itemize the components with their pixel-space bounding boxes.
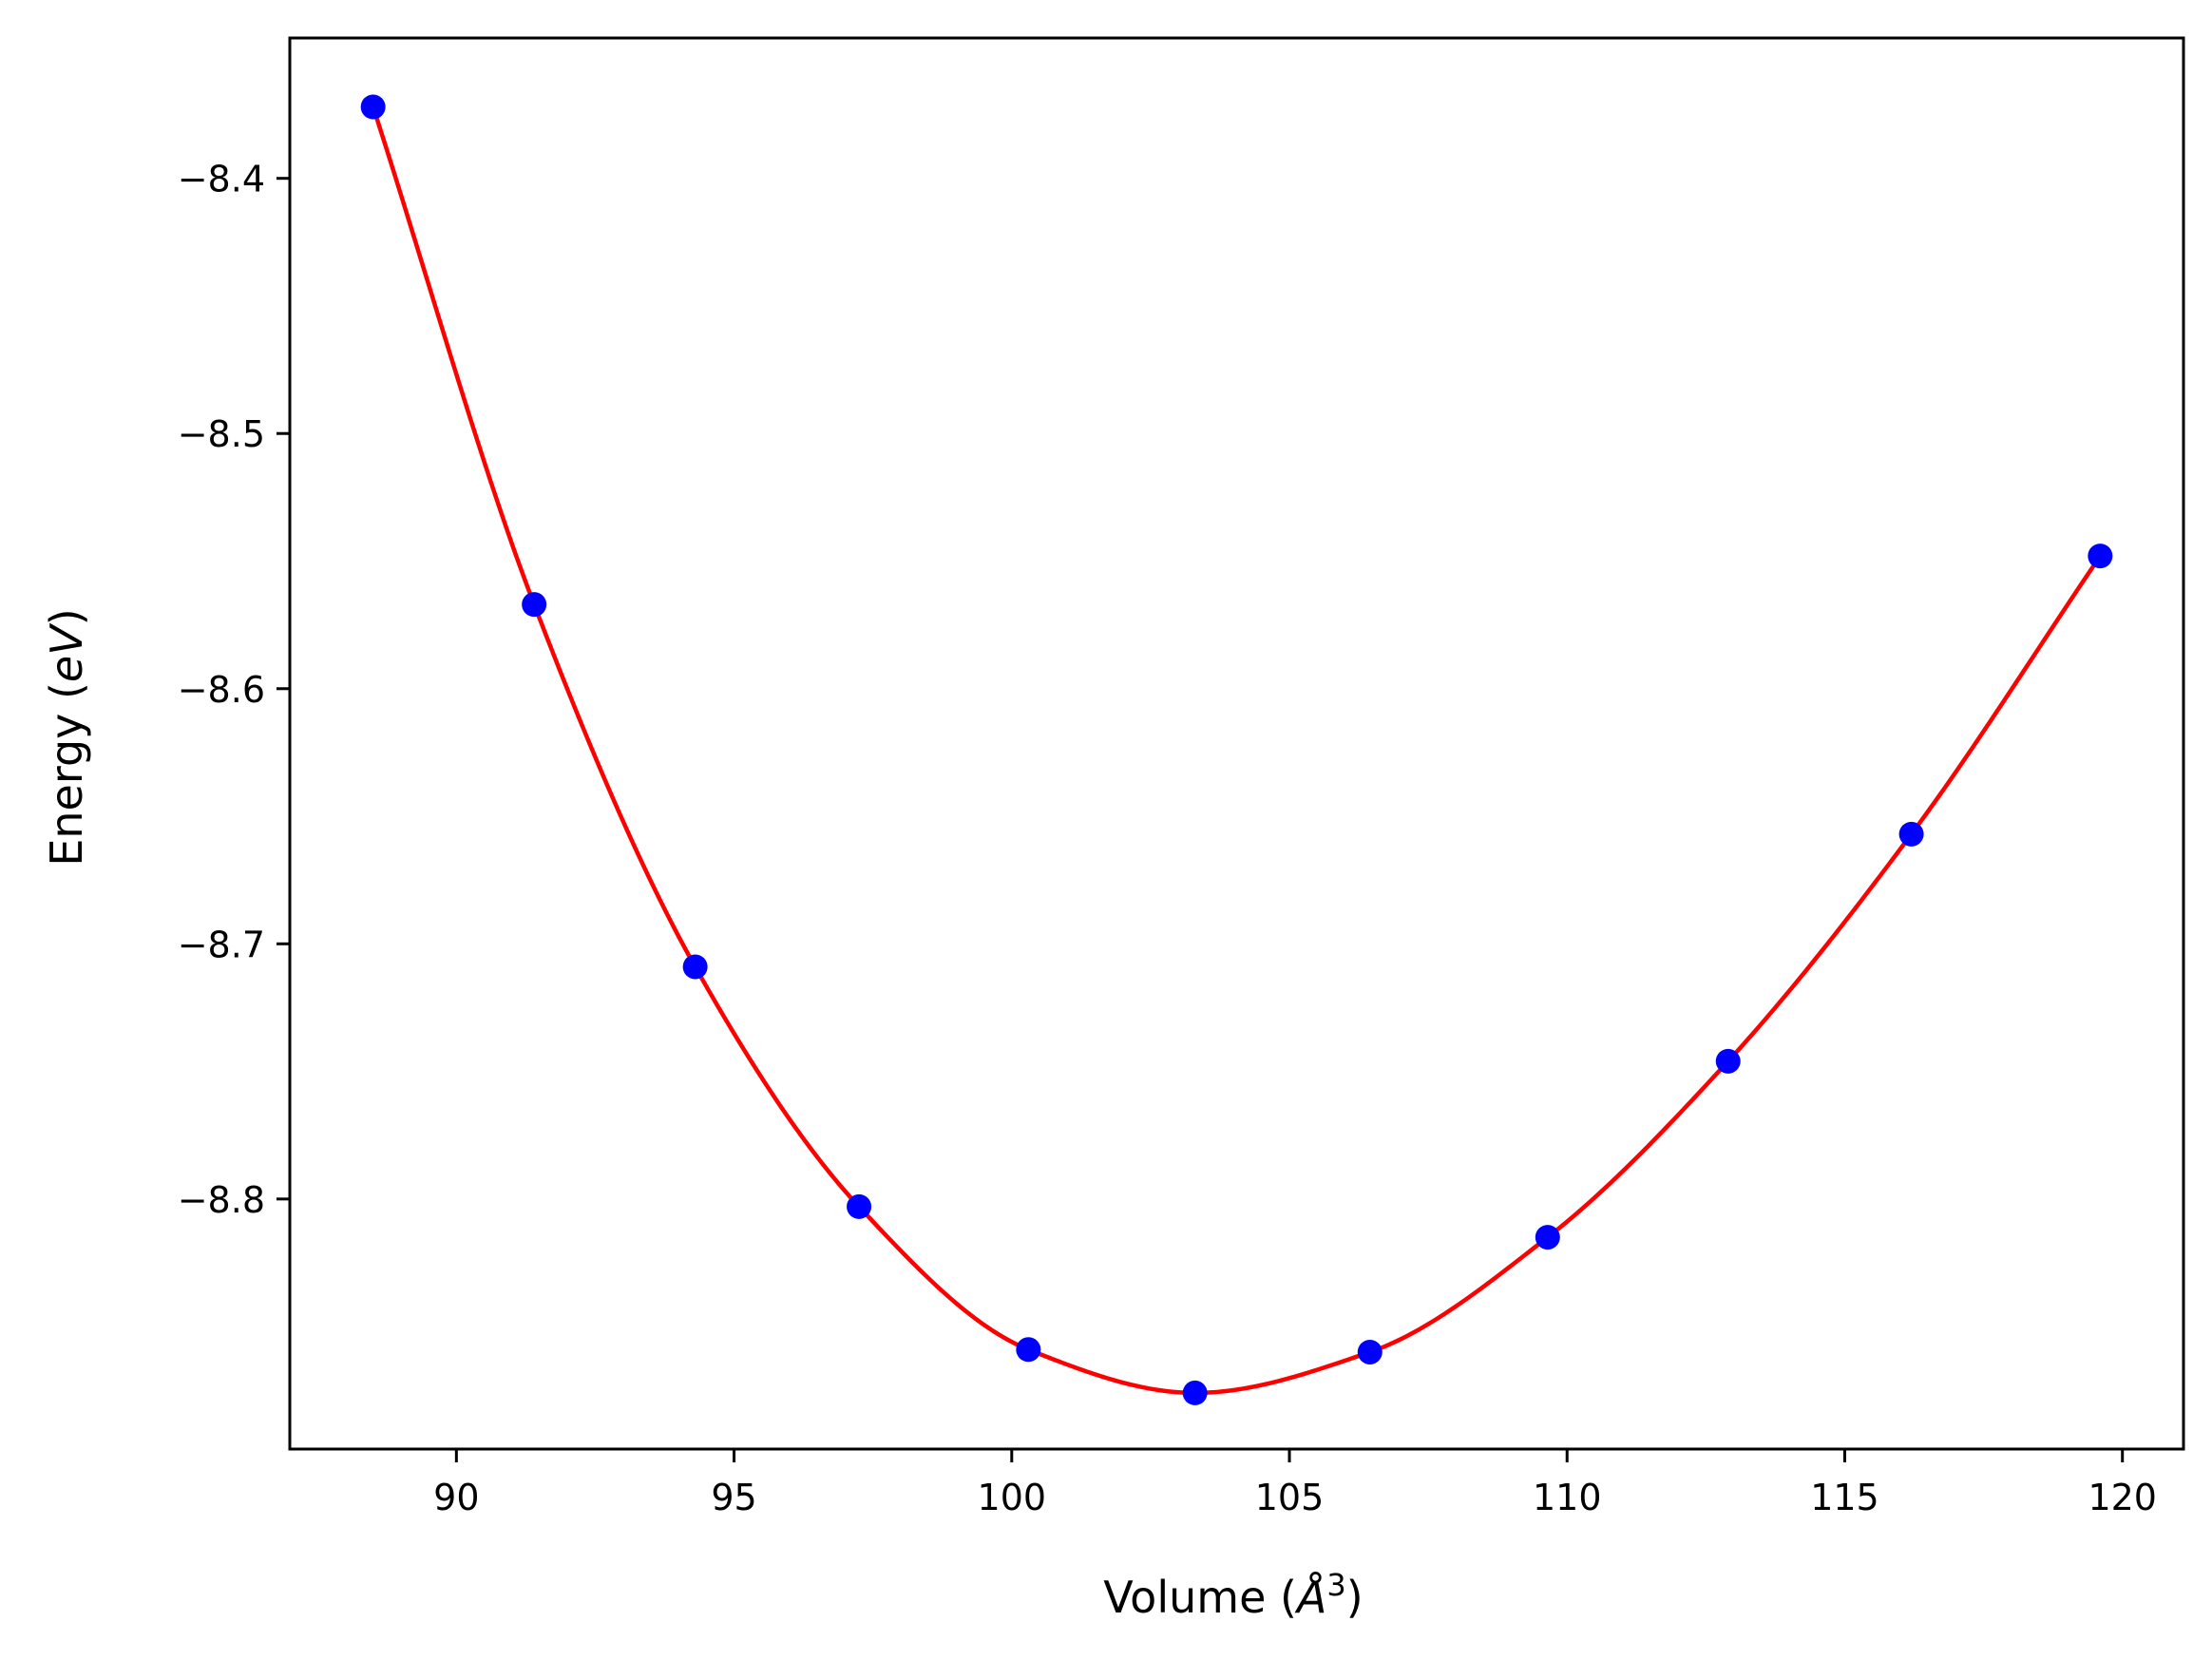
x-tick-label: 115 [1810,1477,1879,1518]
y-axis-ticks: −8.4 −8.5 −8.6 −8.7 −8.8 [178,159,290,1221]
x-tick-label: 110 [1533,1477,1602,1518]
x-axis-label: Volume (Å3) [1103,1567,1363,1623]
data-point [360,94,386,120]
axes-spines [288,36,2185,1451]
x-tick-label: 95 [711,1477,756,1518]
plot-area [360,94,2113,1405]
data-point [1898,821,1924,847]
data-point [1715,1048,1741,1074]
data-point [1535,1225,1560,1250]
y-tick-label: −8.8 [178,1179,265,1221]
y-tick-label: −8.5 [178,413,265,455]
y-axis-label: Energy (eV) [41,608,92,866]
axes-frame [288,36,2185,1451]
x-tick-label: 105 [1255,1477,1325,1518]
data-point [847,1193,872,1219]
data-point [1016,1337,1041,1363]
data-point [682,954,708,980]
y-tick-label: −8.4 [178,159,265,200]
y-tick-label: −8.7 [178,924,265,965]
data-point [1357,1339,1382,1364]
x-axis-ticks: 90 95 100 105 110 115 120 [433,1449,2157,1518]
data-point [522,592,547,618]
x-tick-label: 100 [978,1477,1047,1518]
data-point [1182,1380,1208,1405]
x-tick-label: 90 [433,1477,479,1518]
x-tick-label: 120 [2088,1477,2157,1518]
data-point [2088,544,2113,569]
y-tick-label: −8.6 [178,669,265,711]
